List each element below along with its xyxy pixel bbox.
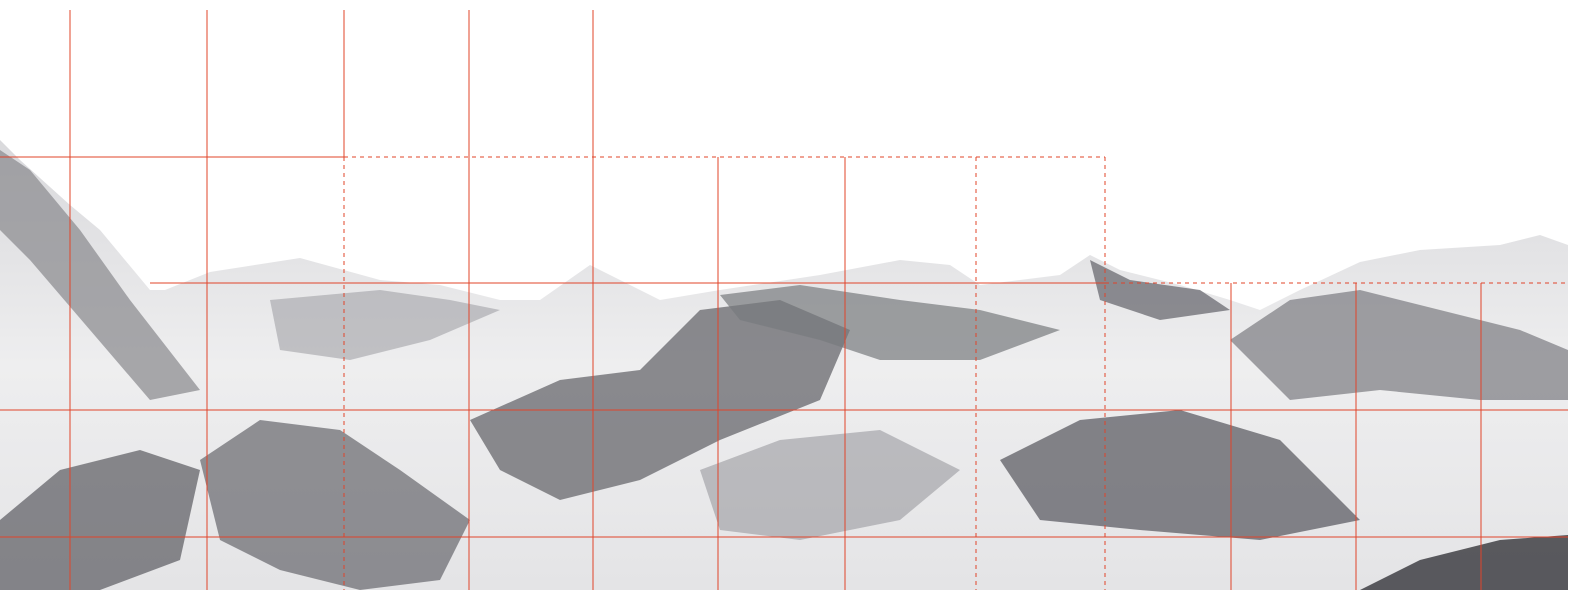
mountains: [0, 140, 1568, 590]
rock-face: [1360, 535, 1568, 590]
rock-face: [270, 290, 500, 360]
rock-face: [0, 150, 200, 400]
grid: [0, 10, 1568, 590]
rock-face: [200, 420, 470, 590]
rock-face: [470, 300, 850, 500]
rock-face: [1230, 290, 1568, 400]
rock-face: [1090, 260, 1230, 320]
rock-face: [720, 285, 1060, 360]
rock-face: [700, 430, 960, 540]
rock-face: [1000, 410, 1360, 540]
rock-face: [0, 450, 200, 590]
